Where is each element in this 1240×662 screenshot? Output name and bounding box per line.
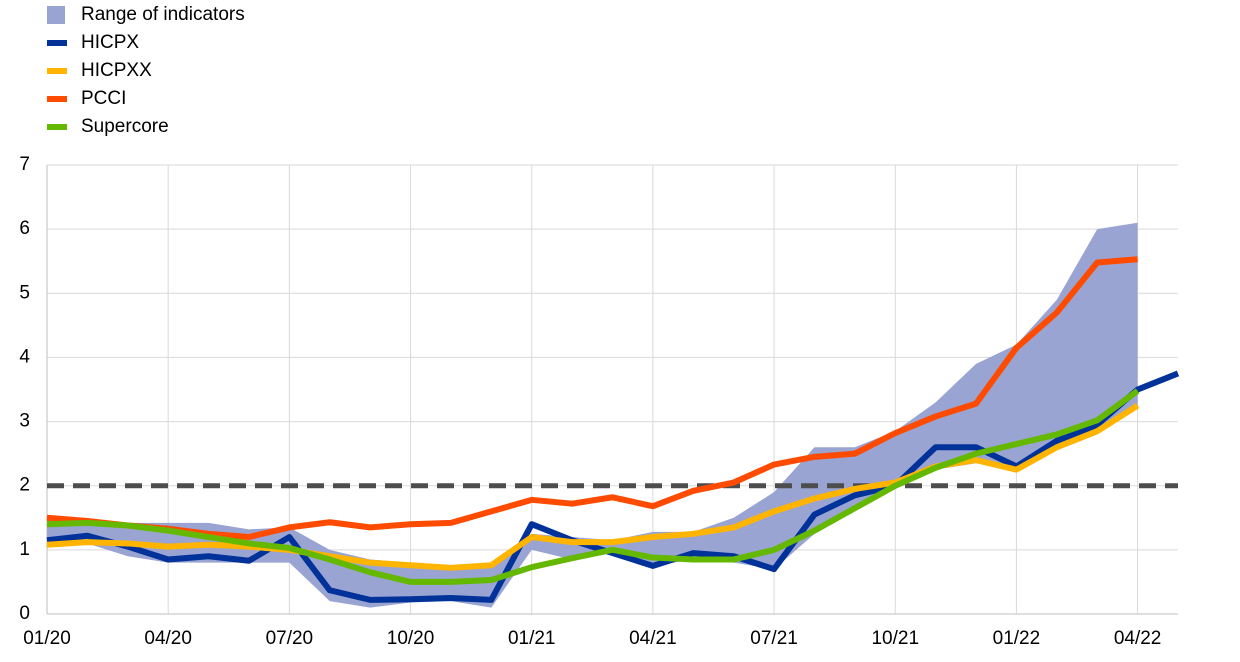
legend-label: Range of indicators [81,4,245,25]
series-line [46,256,1138,541]
x-tick-label: 07/21 [750,628,798,649]
y-tick-label: 3 [19,411,30,432]
x-tick-label: 01/21 [508,628,556,649]
x-tick-label: 10/20 [387,628,435,649]
x-tick-label: 01/22 [993,628,1041,649]
y-tick-label: 7 [19,154,30,175]
legend-label: HICPXX [81,60,152,81]
x-tick-label: 01/20 [23,628,71,649]
range-area [47,222,1138,608]
x-tick-label: 04/21 [629,628,677,649]
x-tick-label: 10/21 [871,628,919,649]
legend-label: Supercore [81,116,169,137]
y-tick-label: 4 [19,346,30,367]
series-line [46,388,1140,585]
x-tick-label: 04/22 [1114,628,1162,649]
x-tick-label: 04/20 [144,628,192,649]
x-tick-label: 07/20 [266,628,314,649]
series-line [46,370,1180,603]
y-tick-label: 1 [19,539,30,560]
y-tick-label: 5 [19,282,30,303]
legend-label: PCCI [81,88,126,109]
y-tick-label: 2 [19,475,30,496]
legend-swatch [47,6,65,24]
legend-label: HICPX [81,32,139,53]
y-tick-label: 6 [19,218,30,239]
y-tick-label: 0 [19,603,30,624]
